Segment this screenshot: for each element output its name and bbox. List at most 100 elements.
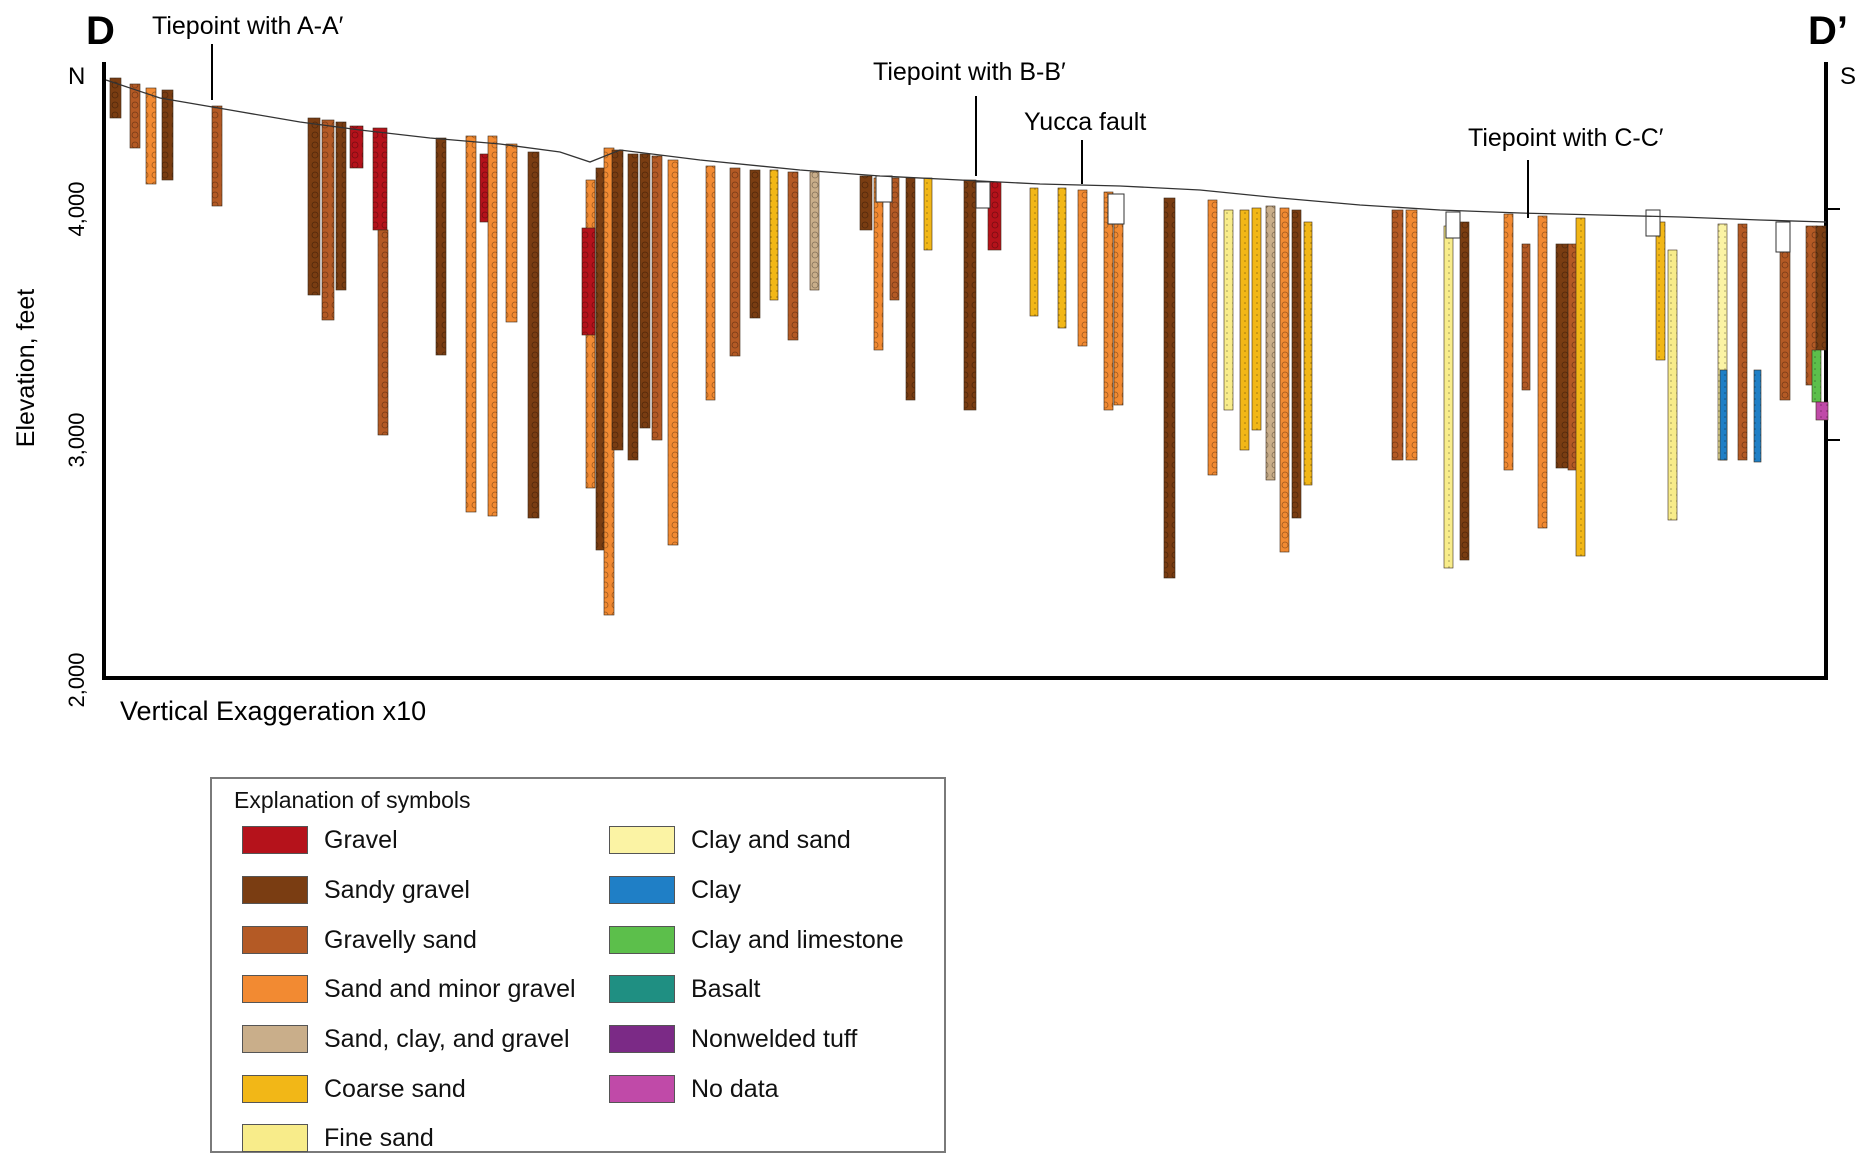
borehole-texture [1292, 210, 1301, 518]
legend-swatch-no-data [609, 1075, 675, 1103]
legend-label: Sand and minor gravel [324, 974, 576, 1003]
borehole-texture [1556, 244, 1568, 468]
borehole-texture [480, 154, 489, 222]
borehole-texture [668, 160, 678, 545]
legend-label: Clay [691, 875, 742, 904]
legend-label: Basalt [691, 974, 761, 1003]
borehole-texture [528, 152, 539, 518]
borehole-texture [1164, 198, 1175, 578]
borehole-texture [1208, 200, 1217, 475]
section-start-label: D [86, 9, 115, 53]
borehole-texture [1460, 222, 1469, 560]
borehole-texture [1240, 210, 1249, 450]
borehole-columns [109, 77, 1829, 616]
borehole-texture [1104, 192, 1113, 410]
borehole-texture [1252, 208, 1261, 430]
legend-item-gravel: Gravel [242, 824, 398, 856]
borehole-texture [1816, 402, 1828, 420]
annotation-tiepoint-c: Tiepoint with C-C′ [1468, 124, 1664, 152]
borehole-texture [582, 228, 595, 335]
section-end-label: D’ [1808, 9, 1848, 53]
borehole-texture [890, 178, 899, 300]
borehole-texture [596, 168, 607, 550]
legend-title: Explanation of symbols [234, 787, 471, 813]
borehole-texture [1538, 216, 1547, 528]
borehole-texture [373, 128, 387, 230]
borehole-texture [730, 168, 740, 356]
legend-label: Gravelly sand [324, 925, 477, 954]
y-tick-label-4000: 4,000 [64, 181, 89, 236]
borehole-texture [652, 156, 662, 440]
borehole-texture [322, 120, 334, 320]
borehole-texture [1668, 250, 1677, 520]
borehole-texture [1406, 210, 1417, 460]
legend-item-sand-clay-gravel: Sand, clay, and gravel [242, 1023, 570, 1055]
legend-swatch-sandy-gravel [242, 876, 308, 904]
legend-item-basalt: Basalt [609, 973, 760, 1005]
borehole-texture [1030, 188, 1038, 316]
legend-swatch-basalt [609, 975, 675, 1003]
borehole-texture [628, 154, 638, 460]
borehole-texture [1720, 370, 1727, 460]
borehole-texture [1304, 222, 1312, 485]
legend-label: Nonwelded tuff [691, 1024, 858, 1053]
borehole-texture [964, 180, 976, 410]
borehole-texture [1392, 210, 1403, 460]
borehole-texture [162, 90, 173, 180]
borehole-texture [1504, 214, 1513, 470]
legend-swatch-gravel [242, 826, 308, 854]
borehole-cap [875, 175, 893, 203]
legend-swatch-gravelly-sand [242, 926, 308, 954]
borehole-texture [810, 172, 819, 290]
borehole-texture [788, 172, 798, 340]
borehole-cap [1645, 209, 1661, 237]
cross-section-diagram: D D’ N S 2,000 3,000 4,000 Elevation, fe… [12, 9, 1856, 726]
borehole-texture [1568, 244, 1577, 470]
borehole-cap [1445, 211, 1461, 239]
borehole-texture [488, 136, 497, 516]
borehole-texture [1780, 252, 1790, 400]
borehole-texture [906, 178, 915, 400]
borehole-texture [640, 154, 650, 428]
legend-swatch-clay-and-sand [609, 826, 675, 854]
legend-item-coarse-sand: Coarse sand [242, 1073, 466, 1105]
borehole-texture [1444, 226, 1453, 568]
borehole-texture [1718, 224, 1727, 460]
borehole-texture [988, 182, 1001, 250]
borehole-texture [612, 150, 623, 450]
legend-swatch-sand-clay-gravel [242, 1025, 308, 1053]
borehole-texture [1114, 195, 1123, 405]
legend-label: Fine sand [324, 1123, 434, 1152]
borehole-cap [1775, 221, 1791, 253]
borehole-texture [750, 170, 760, 318]
annotation-tiepoint-a: Tiepoint with A-A′ [152, 12, 344, 40]
borehole-texture [1806, 226, 1817, 385]
borehole-texture [604, 148, 614, 615]
legend-swatch-fine-sand [242, 1124, 308, 1152]
borehole-cap [975, 181, 991, 209]
borehole-cap [1107, 193, 1125, 225]
borehole-texture [1576, 218, 1585, 556]
borehole-texture [1266, 206, 1275, 480]
borehole-texture [770, 170, 778, 300]
legend-swatch-clay [609, 876, 675, 904]
borehole-texture [466, 136, 476, 512]
legend-item-nonwelded-tuff: Nonwelded tuff [609, 1023, 857, 1055]
borehole-texture [1816, 226, 1826, 350]
borehole-texture [1078, 190, 1087, 346]
borehole-texture [146, 88, 156, 184]
borehole-texture [308, 118, 320, 295]
borehole-texture [110, 78, 121, 118]
legend-item-no-data: No data [609, 1073, 779, 1105]
legend-item-sand-minor-gravel: Sand and minor gravel [242, 973, 576, 1005]
legend-label: Sand, clay, and gravel [324, 1024, 570, 1053]
borehole-texture [1754, 370, 1761, 462]
legend-label: No data [691, 1074, 779, 1103]
legend-item-clay-limestone: Clay and limestone [609, 924, 904, 956]
legend-swatch-clay-limestone [609, 926, 675, 954]
borehole-texture [1280, 208, 1289, 552]
borehole-texture [1738, 224, 1747, 460]
legend-item-sandy-gravel: Sandy gravel [242, 874, 470, 906]
legend: Explanation of symbols Gravel Sandy grav… [210, 777, 946, 1153]
legend-item-gravelly-sand: Gravelly sand [242, 924, 477, 956]
